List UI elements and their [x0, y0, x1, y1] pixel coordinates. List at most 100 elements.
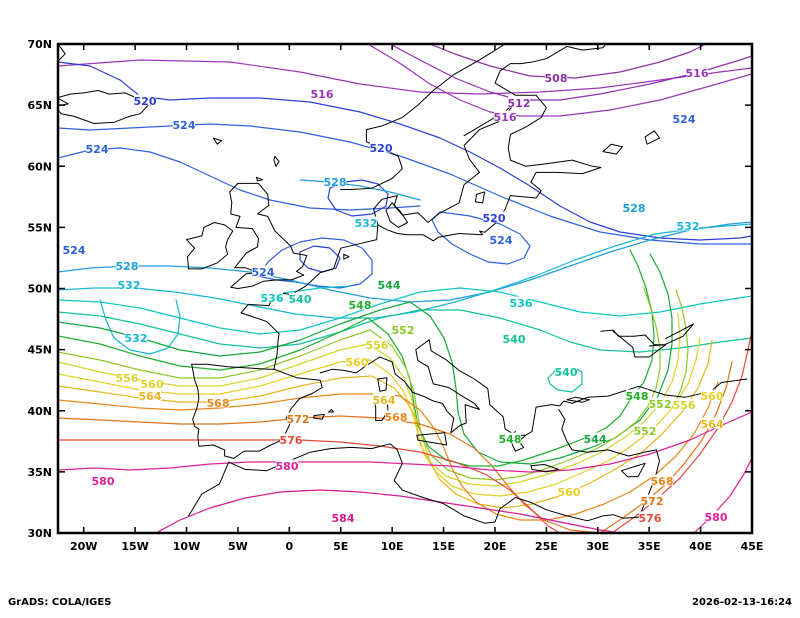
- coastline: [530, 464, 560, 473]
- contour-label: 580: [276, 460, 299, 473]
- y-axis-tick-label: 55N: [27, 221, 52, 234]
- contour-line-508: [429, 44, 707, 79]
- label-halo: [252, 265, 274, 277]
- coastline: [327, 409, 334, 413]
- x-axis-tick-label: 15W: [121, 540, 148, 553]
- contour-line-552: [671, 289, 689, 409]
- contour-label: 560: [701, 390, 724, 403]
- x-axis-tick-label: 30E: [586, 540, 609, 553]
- contour-line-564: [371, 339, 713, 509]
- label-halo: [649, 397, 671, 409]
- contour-line-544: [614, 253, 673, 439]
- coastline: [644, 130, 660, 145]
- contour-label: 560: [346, 356, 369, 369]
- coastline: [58, 44, 66, 62]
- coastline: [273, 156, 280, 167]
- label-halo: [116, 259, 138, 271]
- contour-label: 576: [639, 512, 662, 525]
- contour-label: 580: [92, 475, 115, 488]
- x-axis-tick-label: 25E: [535, 540, 558, 553]
- contour-line-520: [299, 245, 341, 273]
- contour-label: 556: [116, 372, 139, 385]
- label-halo: [134, 94, 156, 106]
- contour-line-536: [58, 287, 752, 335]
- x-axis-labels: 20W 15W 10W 5W 0 5E 10E 15E 20E 25E 30E 35E 40E 45E: [70, 540, 763, 553]
- label-halo: [545, 71, 567, 83]
- coastline: [191, 224, 379, 370]
- contour-label: 560: [141, 378, 164, 391]
- label-halo: [634, 424, 656, 436]
- label-halo: [86, 142, 108, 154]
- y-axis-tick-label: 65N: [27, 99, 52, 112]
- coastline: [188, 409, 660, 524]
- contour-line-540: [58, 309, 752, 353]
- label-halo: [92, 474, 114, 486]
- contour-line-556: [367, 313, 681, 487]
- y-axis-tick-label: 60N: [27, 160, 52, 173]
- contour-label: 548: [349, 299, 372, 312]
- coastline: [416, 432, 448, 446]
- label-halo: [332, 511, 354, 523]
- contour-line-544: [58, 301, 411, 357]
- y-axis-labels: 30N 35N 40N 45N 50N 55N 60N 65N 70N: [27, 38, 52, 540]
- label-halo: [673, 112, 695, 124]
- contour-label: 532: [125, 332, 148, 345]
- contour-line-568: [58, 393, 401, 411]
- contour-line-520: [327, 179, 389, 217]
- label-halo: [651, 474, 673, 486]
- x-axis-tick-label: 5E: [333, 540, 348, 553]
- x-axis-tick-label: 10W: [173, 540, 200, 553]
- footer-credit: GrADS: COLA/IGES: [8, 597, 112, 608]
- label-halo: [639, 511, 661, 523]
- contour-line-548: [367, 317, 549, 467]
- contour-label: 524: [490, 234, 513, 247]
- contour-label: 516: [494, 111, 517, 124]
- y-axis-tick-label: 35N: [27, 466, 52, 479]
- label-halo: [483, 211, 505, 223]
- contour-label: 568: [207, 397, 230, 410]
- contour-label: 524: [673, 113, 696, 126]
- contour-label: 532: [118, 279, 141, 292]
- x-axis-tick-label: 20E: [484, 540, 507, 553]
- contour-label: 512: [508, 97, 531, 110]
- coastline: [255, 176, 264, 182]
- label-halo: [626, 389, 648, 401]
- label-halo: [673, 398, 695, 410]
- coastline: [343, 253, 350, 260]
- contour-line-552: [58, 329, 371, 379]
- label-halo: [385, 410, 407, 422]
- contour-label: 516: [686, 67, 709, 80]
- contour-line-524: [431, 211, 531, 265]
- x-axis-tick-label: 45E: [741, 540, 764, 553]
- contour-label: 556: [366, 339, 389, 352]
- x-axis-tick-label: 20W: [70, 540, 97, 553]
- label-halo: [141, 377, 163, 389]
- y-axis-tick-label: 50N: [27, 283, 52, 296]
- contour-label: 524: [173, 119, 196, 132]
- contour-line-560: [58, 359, 371, 395]
- contour-label: 572: [641, 495, 664, 508]
- label-halo: [510, 296, 532, 308]
- contour-label: 568: [385, 411, 408, 424]
- coastline: [191, 363, 323, 459]
- contour-label: 576: [280, 434, 303, 447]
- label-halo: [118, 278, 140, 290]
- contour-label: 544: [378, 279, 401, 292]
- label-halo: [370, 141, 392, 153]
- contour-label: 540: [289, 293, 312, 306]
- x-axis-tick-label: 15E: [432, 540, 455, 553]
- map-plot-area: 516 508 516 512 516 520 524 524 524 520 528 520 524 5…: [27, 38, 764, 553]
- contour-label: 548: [499, 433, 522, 446]
- axis-tick-layer: [58, 43, 753, 534]
- label-halo: [346, 355, 368, 367]
- coastline: [186, 222, 234, 270]
- contour-label: 528: [324, 176, 347, 189]
- label-halo: [355, 216, 377, 228]
- x-axis-tick-label: 0: [286, 540, 294, 553]
- label-halo: [677, 219, 699, 231]
- label-halo: [261, 291, 283, 303]
- contour-label: 524: [86, 143, 109, 156]
- label-halo: [705, 510, 727, 522]
- coastline: [620, 462, 646, 478]
